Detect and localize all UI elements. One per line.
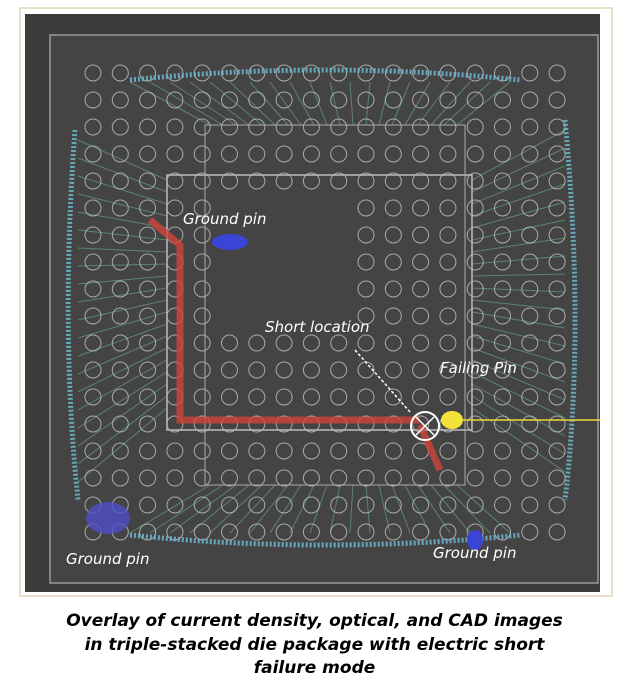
hot-spot — [441, 411, 463, 429]
ground-spot — [86, 502, 130, 534]
caption-line: failure mode — [0, 657, 629, 679]
label: Ground pin — [433, 544, 516, 562]
caption-line: in triple-stacked die package with elect… — [0, 634, 629, 656]
label: Failing Pin — [440, 359, 517, 377]
figure: Ground pin Short location Failing Pin Gr… — [0, 0, 629, 686]
label: Ground pin — [66, 550, 149, 568]
overlay-image: Ground pin Short location Failing Pin Gr… — [0, 0, 629, 686]
label: Ground pin — [183, 210, 266, 228]
ground-spot — [212, 234, 248, 250]
caption-line: Overlay of current density, optical, and… — [0, 610, 629, 632]
label: Short location — [265, 318, 370, 336]
